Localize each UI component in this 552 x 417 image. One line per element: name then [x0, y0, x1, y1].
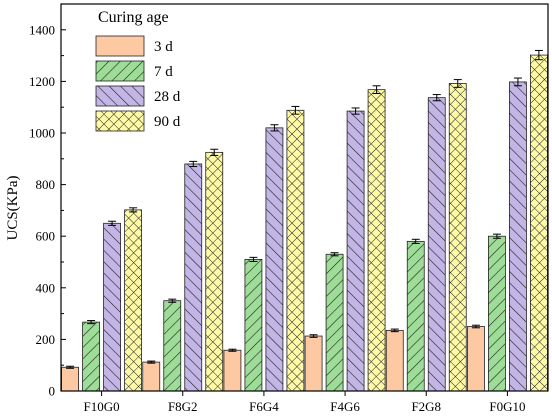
- legend-label: 28 d: [154, 89, 181, 105]
- bar-90d-F8G2: [205, 151, 224, 392]
- legend-title: Curing age: [98, 9, 169, 26]
- x-tick-label: F6G4: [249, 399, 279, 414]
- legend-swatch: [95, 85, 145, 107]
- bar-3d-F4G6: [304, 335, 323, 392]
- legend-label: 3 d: [154, 39, 173, 55]
- plot-frame: [60, 3, 549, 392]
- x-tick-label: F4G6: [330, 399, 360, 414]
- bar-90d-F10G0: [124, 209, 142, 392]
- bar-28d-F10G0: [103, 222, 121, 392]
- x-tick-label: F10G0: [84, 399, 120, 414]
- bar-90d-F6G4: [286, 109, 305, 392]
- bar-3d-F8G2: [142, 361, 161, 392]
- legend-swatch: [95, 110, 145, 132]
- y-tick-label: 1200: [29, 74, 55, 89]
- axes-group: 0 200 400 600 800 1000 1200 1400 F10G0 F8G2 F6G4 F4…: [29, 3, 549, 414]
- x-tick-label: F2G8: [411, 399, 441, 414]
- bar-3d-F10G0: [61, 366, 79, 392]
- bar-90d-F2G8: [448, 83, 467, 392]
- bar-3d-F0G10: [467, 326, 485, 392]
- y-tick-label: 200: [36, 332, 56, 347]
- legend-swatch: [95, 60, 145, 82]
- bars-group: [61, 49, 548, 392]
- bar-28d-F0G10: [509, 81, 527, 392]
- y-tick-label: 0: [49, 384, 56, 399]
- x-tick-label: F0G10: [489, 399, 525, 414]
- y-tick-label: 1000: [29, 126, 55, 141]
- bar-3d-F6G4: [223, 349, 242, 392]
- legend: Curing age 3 d 7 d 28 d 90 d: [95, 9, 181, 132]
- bar-90d-F0G10: [530, 54, 548, 392]
- legend-label: 90 d: [154, 114, 181, 130]
- y-tick-label: 600: [36, 229, 56, 244]
- bar-28d-F4G6: [346, 110, 365, 392]
- legend-label: 7 d: [154, 64, 173, 80]
- bar-7d-F8G2: [163, 300, 182, 392]
- y-tick-label: 1400: [29, 22, 55, 37]
- x-tick-label: F8G2: [168, 399, 198, 414]
- y-tick-label: 400: [36, 280, 56, 295]
- bar-7d-F4G6: [325, 253, 344, 392]
- bar-90d-F4G6: [367, 89, 386, 392]
- bar-28d-F2G8: [427, 97, 446, 392]
- bar-28d-F8G2: [184, 163, 203, 392]
- legend-swatch: [95, 35, 145, 57]
- bar-7d-F6G4: [244, 259, 263, 392]
- bar-28d-F6G4: [265, 127, 284, 392]
- bar-3d-F2G8: [385, 329, 404, 392]
- bar-7d-F10G0: [82, 321, 100, 392]
- bar-7d-F2G8: [406, 240, 425, 392]
- bar-7d-F0G10: [488, 235, 506, 392]
- y-axis-title: UCS(KPa): [5, 175, 21, 240]
- y-tick-label: 800: [36, 177, 56, 192]
